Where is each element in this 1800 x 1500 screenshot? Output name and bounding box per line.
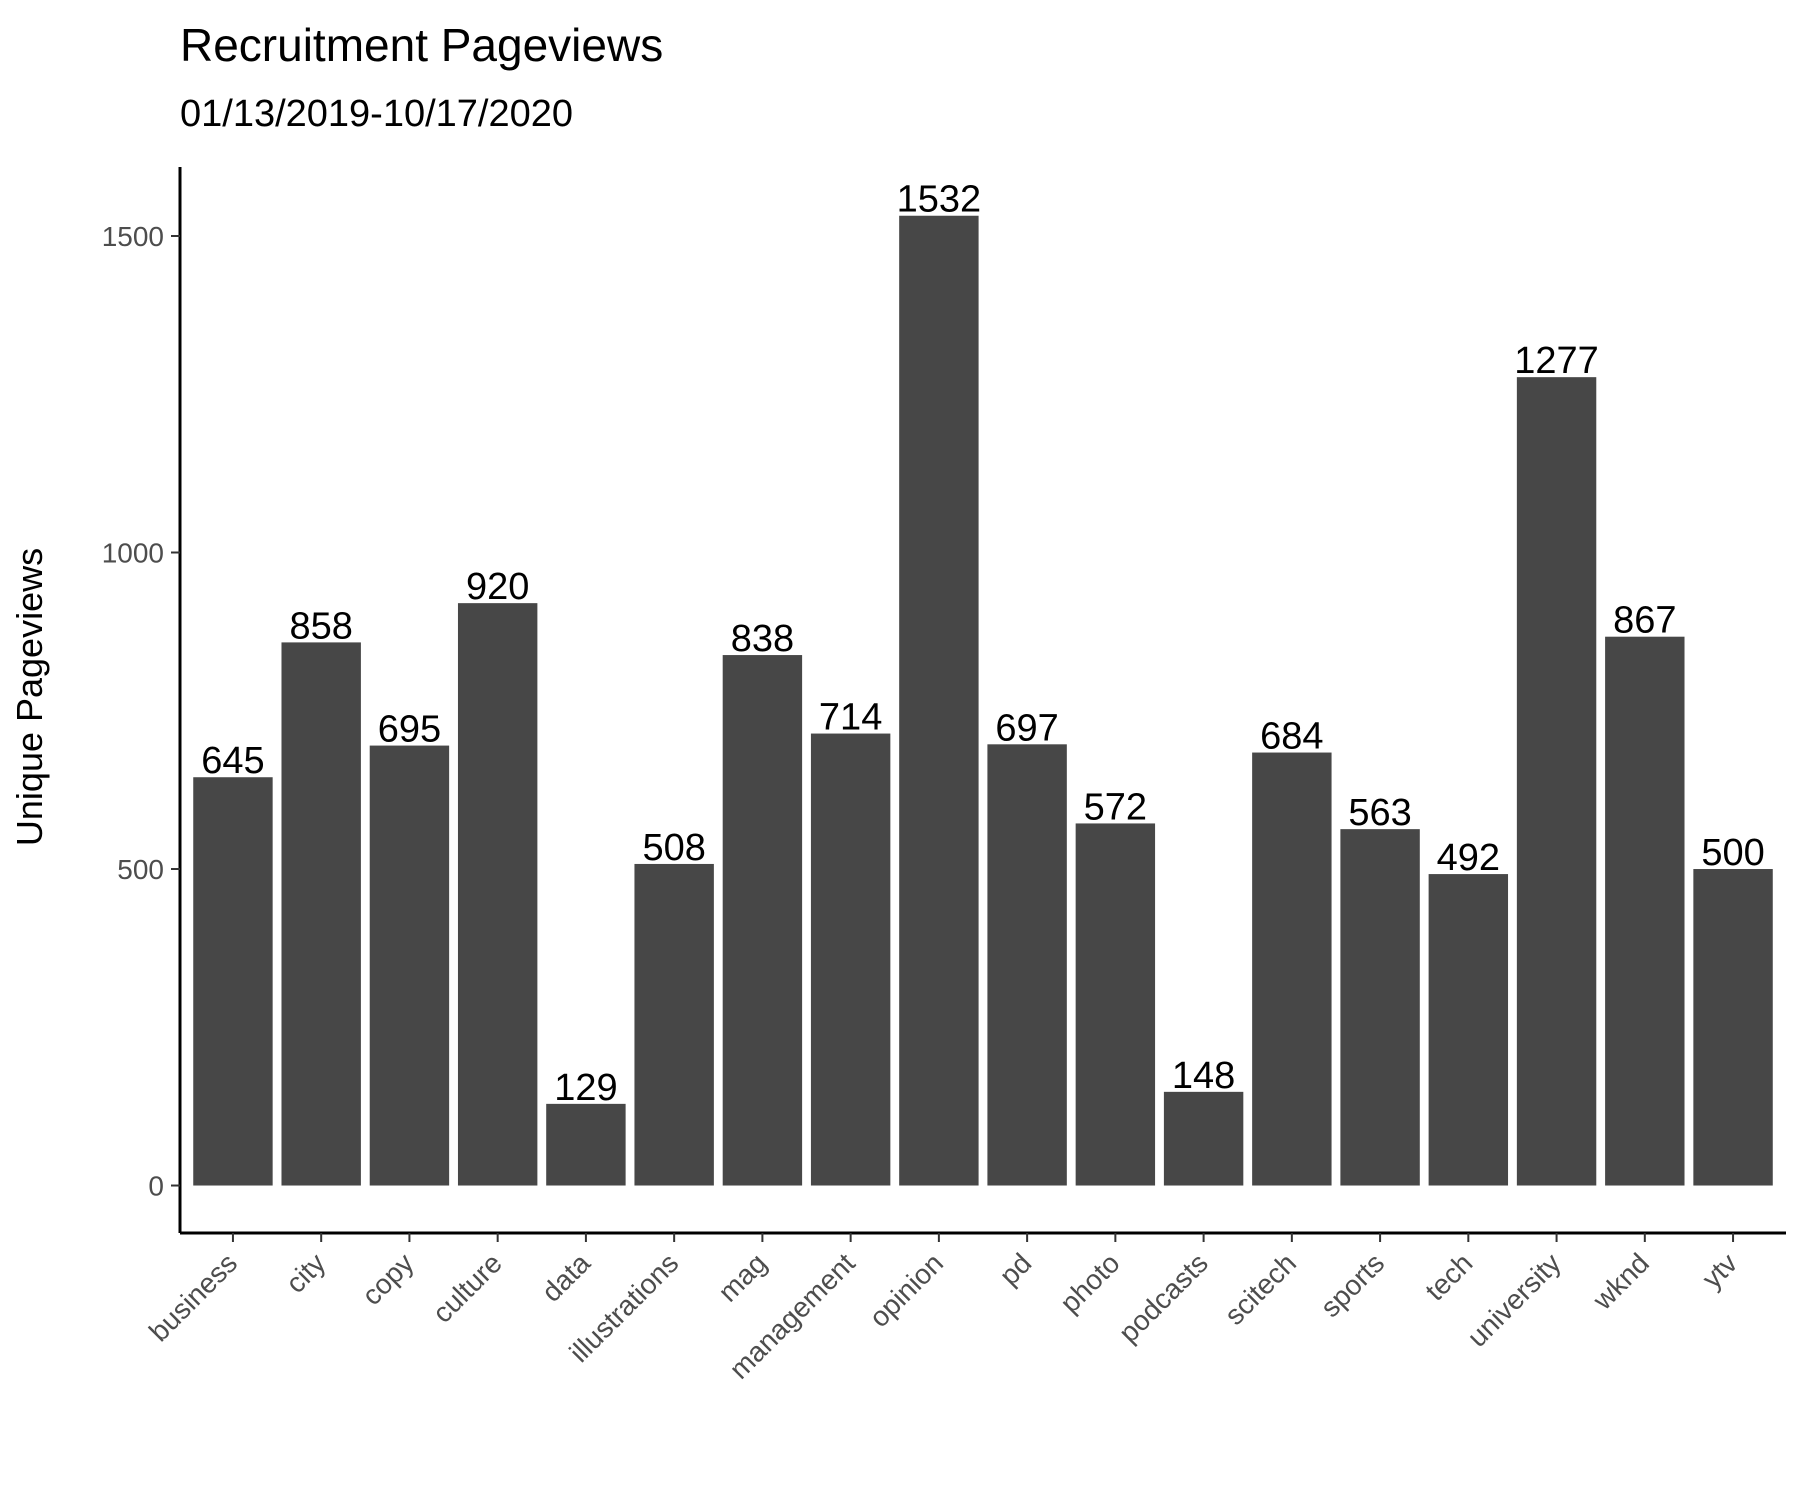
data-label-sports: 563 xyxy=(1348,792,1411,834)
x-tick-label-culture: culture xyxy=(427,1247,508,1328)
bar-photo xyxy=(1075,823,1156,1186)
data-label-city: 858 xyxy=(289,605,352,647)
bar-ytv xyxy=(1693,869,1773,1186)
data-label-illustrations: 508 xyxy=(642,827,705,869)
x-axis: business city copy culture dataillustrations… xyxy=(143,1231,1786,1385)
data-label-photo: 572 xyxy=(1084,786,1147,828)
data-label-data: 129 xyxy=(554,1067,617,1109)
x-tick-label-podcasts: podcasts xyxy=(1113,1247,1214,1348)
x-tick-label-mag: mag xyxy=(712,1247,772,1307)
bar-business xyxy=(193,777,273,1186)
bar-opinion xyxy=(899,215,979,1186)
x-tick-label-business: business xyxy=(143,1247,243,1347)
y-tick-label: 1000 xyxy=(102,538,164,569)
bar-scitech xyxy=(1252,752,1332,1186)
data-label-business: 645 xyxy=(201,740,264,782)
x-tick-label-sports: sports xyxy=(1314,1247,1390,1323)
data-label-pd: 697 xyxy=(995,707,1058,749)
data-labels-group: 645 858 695 920 129 508 838 714 1532 697 572 148 684… xyxy=(201,179,1765,1109)
bar-illustrations xyxy=(634,863,714,1186)
bar-mag xyxy=(722,655,803,1186)
y-axis: 0 500 1000 1500 xyxy=(102,167,182,1233)
x-tick-label-opinion: opinion xyxy=(863,1247,949,1333)
bar-sports xyxy=(1340,829,1420,1186)
x-tick-label-data: data xyxy=(536,1247,597,1308)
bar-copy xyxy=(369,745,450,1186)
x-tick-label-copy: copy xyxy=(356,1247,420,1311)
y-axis-title: Unique Pageviews xyxy=(9,548,50,846)
data-label-university: 1277 xyxy=(1514,340,1599,382)
bar-data xyxy=(546,1103,626,1186)
data-label-opinion: 1532 xyxy=(897,179,982,221)
bar-city xyxy=(281,642,361,1186)
x-tick-label-university: university xyxy=(1461,1247,1567,1353)
x-tick-label-tech: tech xyxy=(1419,1247,1478,1306)
x-tick-label-city: city xyxy=(280,1247,332,1299)
chart-title: Recruitment Pageviews xyxy=(180,19,664,71)
bar-wknd xyxy=(1605,636,1685,1186)
bar-podcasts xyxy=(1163,1091,1244,1186)
x-tick-label-ytv: ytv xyxy=(1696,1247,1743,1294)
data-label-wknd: 867 xyxy=(1613,600,1676,642)
data-label-mag: 838 xyxy=(731,618,794,660)
y-tick-label: 1500 xyxy=(102,221,164,252)
data-label-podcasts: 148 xyxy=(1172,1055,1235,1097)
data-label-culture: 920 xyxy=(466,566,529,608)
y-tick-label: 0 xyxy=(148,1171,164,1202)
data-label-scitech: 684 xyxy=(1260,716,1323,758)
data-label-copy: 695 xyxy=(378,709,441,751)
chart-subtitle: 01/13/2019-10/17/2020 xyxy=(180,93,574,135)
bar-tech xyxy=(1428,874,1509,1186)
x-tick-label-scitech: scitech xyxy=(1219,1247,1303,1331)
bar-pd xyxy=(987,744,1067,1186)
y-tick-label: 500 xyxy=(117,854,164,885)
data-label-management: 714 xyxy=(819,697,882,739)
x-tick-label-pd: pd xyxy=(993,1247,1037,1291)
data-label-tech: 492 xyxy=(1437,837,1500,879)
bars-group xyxy=(193,215,1773,1186)
bar-culture xyxy=(457,603,538,1186)
data-label-ytv: 500 xyxy=(1701,832,1764,874)
x-tick-label-photo: photo xyxy=(1054,1247,1125,1318)
bar-management xyxy=(810,733,891,1186)
bar-university xyxy=(1516,377,1597,1186)
x-tick-label-wknd: wknd xyxy=(1586,1247,1655,1316)
